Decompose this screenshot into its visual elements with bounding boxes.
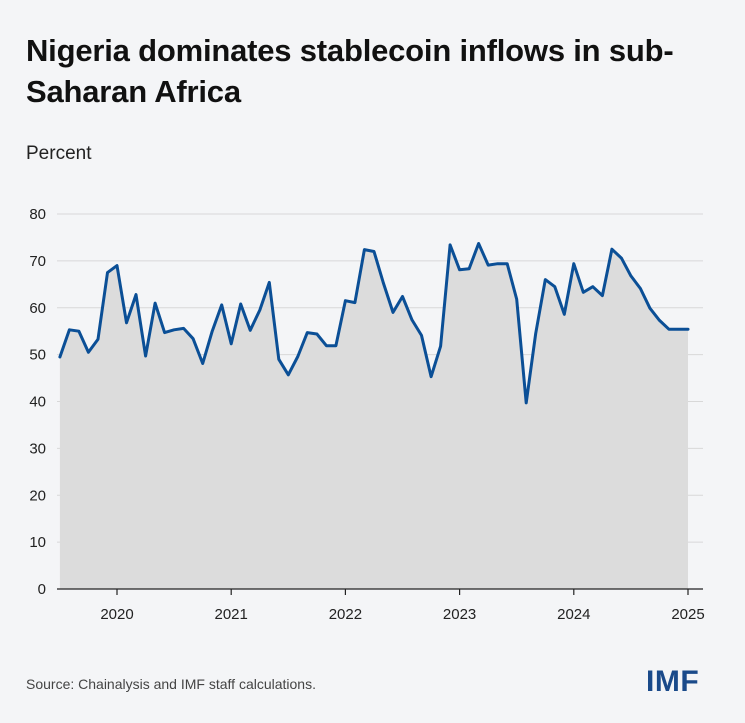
x-tick-label: 2021 bbox=[215, 606, 248, 623]
chart-title: Nigeria dominates stablecoin inflows in … bbox=[26, 33, 674, 109]
data-point bbox=[372, 250, 376, 253]
data-point bbox=[172, 328, 176, 331]
data-point bbox=[506, 262, 509, 265]
data-point bbox=[382, 282, 385, 285]
data-point bbox=[258, 308, 261, 312]
data-point bbox=[287, 373, 290, 376]
data-point bbox=[87, 351, 90, 354]
y-tick-label: 70 bbox=[29, 253, 46, 270]
data-point bbox=[249, 329, 252, 332]
data-point bbox=[163, 331, 166, 334]
data-point bbox=[544, 278, 547, 281]
data-point bbox=[277, 358, 280, 361]
data-point bbox=[153, 301, 157, 305]
data-point bbox=[363, 248, 366, 251]
data-point bbox=[525, 401, 528, 405]
data-point bbox=[325, 344, 328, 347]
data-point bbox=[391, 311, 395, 314]
data-point bbox=[582, 291, 585, 294]
y-axis-unit-label: Percent bbox=[26, 143, 92, 164]
data-point bbox=[553, 285, 556, 288]
data-point bbox=[306, 331, 309, 334]
data-point bbox=[201, 362, 204, 365]
data-point bbox=[658, 319, 661, 322]
data-point bbox=[420, 334, 423, 337]
data-point bbox=[296, 355, 299, 358]
data-point bbox=[496, 262, 499, 265]
data-point bbox=[648, 307, 652, 310]
data-point bbox=[211, 330, 214, 333]
data-point bbox=[572, 262, 575, 265]
data-point bbox=[620, 256, 623, 260]
x-tick-label: 2023 bbox=[443, 606, 476, 623]
data-point bbox=[639, 287, 642, 290]
x-tick-label: 2025 bbox=[671, 606, 704, 623]
data-point bbox=[591, 285, 594, 288]
source-note: Source: Chainalysis and IMF staff calcul… bbox=[26, 676, 316, 692]
data-point bbox=[115, 264, 119, 267]
data-point bbox=[134, 293, 138, 296]
data-point bbox=[68, 328, 71, 331]
data-point bbox=[401, 295, 404, 298]
data-point bbox=[458, 268, 461, 271]
data-point bbox=[610, 248, 614, 251]
data-point bbox=[144, 354, 147, 358]
data-point bbox=[563, 313, 566, 316]
data-point bbox=[353, 301, 357, 304]
y-tick-label: 20 bbox=[29, 487, 46, 504]
data-point bbox=[106, 271, 109, 274]
data-point bbox=[125, 321, 128, 324]
tick-labels: 0 10 20 30 40 50 60 70 80 2020 2021 2022 2023 2024 202… bbox=[29, 206, 704, 623]
data-point bbox=[58, 355, 62, 359]
data-point bbox=[667, 328, 671, 331]
y-tick-label: 60 bbox=[29, 300, 46, 317]
data-point bbox=[182, 327, 185, 330]
y-tick-label: 40 bbox=[29, 394, 46, 411]
data-point bbox=[410, 318, 414, 322]
x-tick-label: 2024 bbox=[557, 606, 590, 623]
area-fill bbox=[59, 243, 688, 589]
data-point bbox=[191, 337, 195, 340]
data-point bbox=[230, 342, 233, 345]
y-tick-label: 50 bbox=[29, 347, 46, 364]
data-points bbox=[58, 242, 690, 405]
data-point bbox=[601, 294, 604, 297]
y-tick-label: 30 bbox=[29, 440, 46, 457]
x-tick-label: 2022 bbox=[329, 606, 362, 623]
data-point bbox=[220, 303, 223, 307]
data-point bbox=[439, 345, 442, 348]
imf-logo: IMF bbox=[646, 665, 700, 698]
y-tick-label: 10 bbox=[29, 534, 46, 551]
data-point bbox=[477, 242, 480, 245]
data-point bbox=[686, 328, 690, 331]
data-point bbox=[677, 328, 680, 331]
data-point bbox=[239, 302, 242, 306]
data-point bbox=[515, 298, 518, 301]
y-tick-label: 0 bbox=[38, 581, 46, 598]
data-point bbox=[96, 338, 100, 341]
data-point bbox=[448, 243, 452, 247]
data-point bbox=[315, 332, 319, 336]
data-point bbox=[487, 263, 490, 267]
data-point bbox=[429, 375, 433, 378]
x-tick-label: 2020 bbox=[100, 606, 133, 623]
data-point bbox=[344, 299, 347, 302]
y-tick-label: 80 bbox=[29, 206, 46, 223]
data-point bbox=[534, 332, 537, 335]
data-point bbox=[467, 267, 471, 270]
axes bbox=[57, 588, 703, 595]
data-point bbox=[77, 330, 81, 333]
data-point bbox=[268, 281, 271, 284]
data-point bbox=[334, 344, 338, 347]
data-point bbox=[629, 274, 633, 278]
